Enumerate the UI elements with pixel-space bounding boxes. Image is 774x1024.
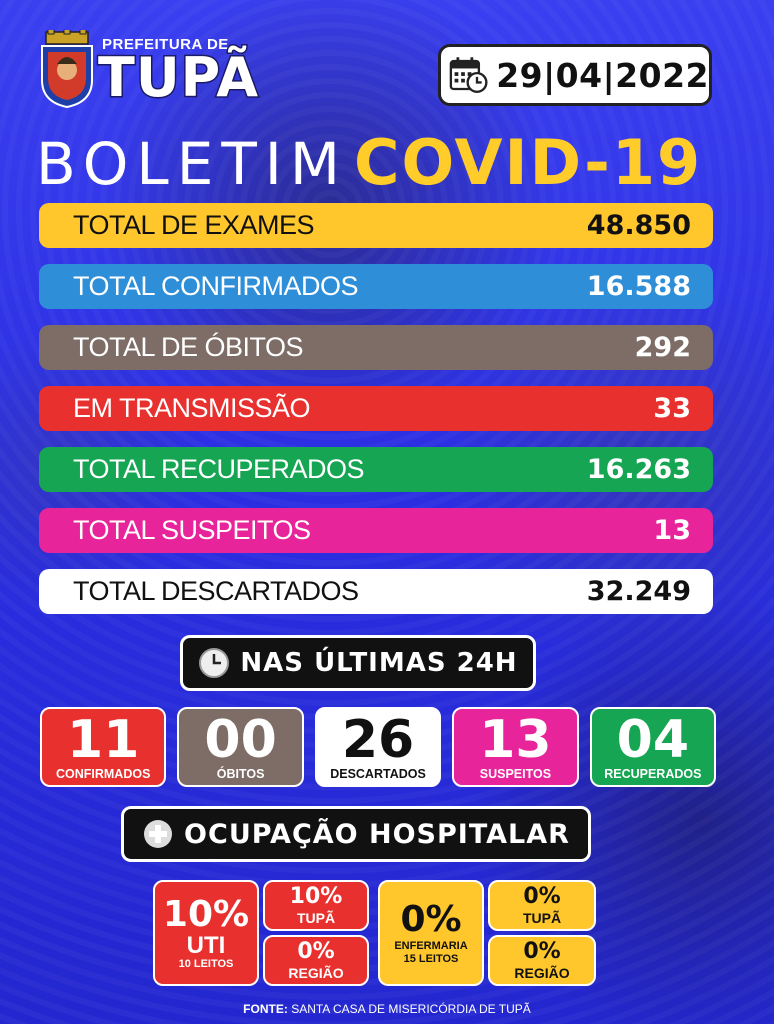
enfermaria-pct: 0% xyxy=(400,899,462,940)
city-name: TUPÃ xyxy=(96,46,260,109)
enfermaria-label: ENFERMARIA xyxy=(394,940,468,952)
prefeitura-logo: PREFEITURA DE TUPÃ xyxy=(38,30,288,110)
total-value: 48.850 xyxy=(586,210,691,241)
stat-box: 26 DESCARTADOS xyxy=(314,707,442,787)
uti-regiao-box: 0% REGIÃO xyxy=(263,935,369,986)
stat-number: 04 xyxy=(616,710,690,770)
stat-caption: RECUPERADOS xyxy=(604,767,702,781)
total-value: 33 xyxy=(653,393,691,424)
city-crest-icon xyxy=(41,30,93,108)
enfermaria-tupa-box: 0% TUPÃ xyxy=(488,880,596,931)
uti-regiao-pct: 0% xyxy=(297,939,335,964)
uti-label: UTI xyxy=(186,932,226,959)
total-value: 292 xyxy=(634,332,691,363)
stat-number: 26 xyxy=(341,710,415,770)
total-label: EM TRANSMISSÃO xyxy=(73,393,311,423)
stat-number: 11 xyxy=(67,710,140,770)
uti-main-box: 10% UTI 10 LEITOS xyxy=(153,880,259,986)
uti-tupa-label: TUPÃ xyxy=(296,910,336,926)
total-row: TOTAL CONFIRMADOS 16.588 xyxy=(39,264,713,309)
prefeitura-label: PREFEITURA DE xyxy=(102,36,229,53)
title-covid: COVID-19 xyxy=(353,126,703,199)
totals-list: TOTAL DE EXAMES 48.850 TOTAL CONFIRMADOS… xyxy=(39,203,713,630)
uti-tupa-box: 10% TUPÃ xyxy=(263,880,369,931)
enfermaria-tupa-pct: 0% xyxy=(523,884,561,909)
hospital-title: OCUPAÇÃO HOSPITALAR xyxy=(184,818,570,850)
report-date: 29|04|2022 xyxy=(496,55,709,95)
total-row: TOTAL DE ÓBITOS 292 xyxy=(39,325,713,370)
stat-number: 13 xyxy=(479,710,552,770)
total-row: TOTAL DE EXAMES 48.850 xyxy=(39,203,713,248)
stat-box: 04 RECUPERADOS xyxy=(589,707,717,787)
enfermaria-main-box: 0% ENFERMARIA 15 LEITOS xyxy=(378,880,484,986)
total-label: TOTAL SUSPEITOS xyxy=(73,515,311,545)
enfermaria-regiao-label: REGIÃO xyxy=(514,965,570,981)
total-row: TOTAL RECUPERADOS 16.263 xyxy=(39,447,713,492)
stat-box: 00 ÓBITOS xyxy=(177,707,304,787)
total-label: TOTAL CONFIRMADOS xyxy=(73,271,359,301)
total-row: TOTAL DESCARTADOS 32.249 xyxy=(39,569,713,614)
stat-number: 00 xyxy=(204,710,277,770)
source-footer: FONTE: SANTA CASA DE MISERICÓRDIA DE TUP… xyxy=(0,1002,774,1016)
uti-pct: 10% xyxy=(162,894,250,935)
page-title: BOLETIM COVID-19 xyxy=(36,126,703,199)
stat-box: 13 SUSPEITOS xyxy=(452,707,579,787)
total-row: EM TRANSMISSÃO 33 xyxy=(39,386,713,431)
total-label: TOTAL DE EXAMES xyxy=(73,210,315,240)
last-24h-heading: NAS ÚLTIMAS 24H xyxy=(180,635,536,691)
total-row: TOTAL SUSPEITOS 13 xyxy=(39,508,713,553)
total-label: TOTAL DESCARTADOS xyxy=(73,576,359,606)
uti-beds: 10 LEITOS xyxy=(178,958,234,970)
enfermaria-beds: 15 LEITOS xyxy=(403,953,459,965)
total-label: TOTAL RECUPERADOS xyxy=(73,454,365,484)
stat-caption: CONFIRMADOS xyxy=(55,767,151,781)
enfermaria-regiao-box: 0% REGIÃO xyxy=(488,935,596,986)
enfermaria-regiao-pct: 0% xyxy=(523,939,561,964)
total-value: 32.249 xyxy=(586,576,691,607)
total-value: 16.263 xyxy=(586,454,691,485)
source-text: SANTA CASA DE MISERICÓRDIA DE TUPÃ xyxy=(291,1002,531,1016)
total-label: TOTAL DE ÓBITOS xyxy=(73,332,304,362)
stat-caption: ÓBITOS xyxy=(216,767,265,781)
enfermaria-tupa-label: TUPÃ xyxy=(522,910,562,926)
calendar-clock-icon xyxy=(449,57,488,93)
title-boletim: BOLETIM xyxy=(36,130,348,198)
date-badge: 29|04|2022 xyxy=(438,44,712,106)
clock-icon xyxy=(199,648,230,678)
plus-icon xyxy=(144,820,173,848)
source-label: FONTE: xyxy=(243,1002,288,1016)
hospital-heading: OCUPAÇÃO HOSPITALAR xyxy=(121,806,591,862)
stat-box: 11 CONFIRMADOS xyxy=(40,707,167,787)
last-24h-title: NAS ÚLTIMAS 24H xyxy=(240,648,518,678)
uti-regiao-label: REGIÃO xyxy=(288,965,344,981)
stat-caption: DESCARTADOS xyxy=(330,767,426,781)
stat-caption: SUSPEITOS xyxy=(479,767,552,781)
last-24h-boxes: 11 CONFIRMADOS 00 ÓBITOS 26 DESCARTADOS … xyxy=(40,707,717,787)
total-value: 16.588 xyxy=(586,271,691,302)
total-value: 13 xyxy=(653,515,691,546)
uti-tupa-pct: 10% xyxy=(289,884,343,909)
